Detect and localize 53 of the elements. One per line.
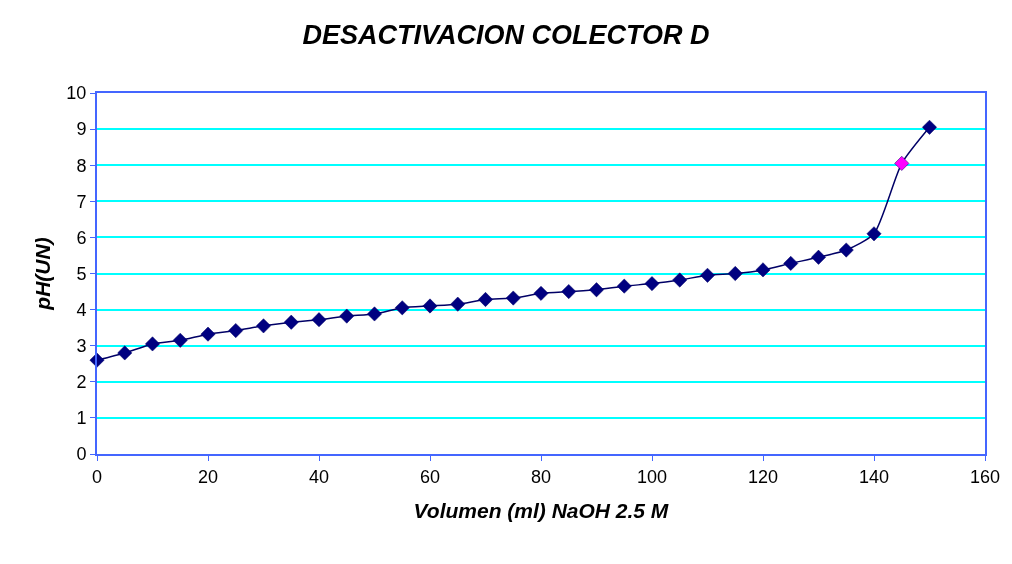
point: [311, 312, 327, 328]
point: [283, 314, 299, 330]
point: [394, 300, 410, 316]
x-tick-label: 80: [530, 466, 552, 487]
x-tick-label: 140: [858, 466, 890, 487]
point: [339, 308, 355, 324]
point: [228, 323, 244, 338]
point: [200, 326, 216, 342]
point: [672, 272, 688, 288]
point: [478, 292, 493, 307]
y-tick-label: 1: [76, 408, 87, 429]
point: [533, 285, 549, 301]
point: [838, 242, 854, 258]
y-axis-title: pH(UN): [31, 237, 55, 311]
x-tick-label: 120: [747, 466, 779, 487]
point: [894, 155, 910, 171]
y-tick-label: 8: [76, 155, 87, 176]
y-tick-label: 10: [66, 83, 87, 104]
chart-title: DESACTIVACION COLECTOR D: [302, 20, 710, 51]
y-tick-label: 3: [76, 336, 87, 356]
x-tick-label: 100: [636, 466, 668, 487]
x-tick-label: 20: [197, 466, 219, 487]
point: [755, 262, 771, 278]
y-tick-label: 5: [76, 263, 87, 284]
point: [367, 306, 382, 322]
y-tick-label: 0: [76, 444, 87, 465]
point: [616, 278, 632, 294]
y-tick-label: 7: [76, 191, 87, 212]
point: [172, 332, 188, 348]
point: [589, 282, 604, 298]
y-tick-label: 6: [76, 227, 87, 248]
x-tick-label: 60: [419, 466, 441, 487]
point: [783, 255, 799, 271]
point: [505, 290, 521, 306]
y-tick-label: 9: [76, 119, 87, 140]
point: [644, 276, 660, 292]
point: [922, 119, 937, 135]
point: [422, 298, 438, 314]
point: [811, 249, 826, 265]
y-tick-label: 2: [76, 372, 87, 393]
point: [700, 267, 715, 283]
x-tick-label: 40: [308, 466, 330, 487]
point: [727, 266, 743, 281]
y-tick-label: 4: [76, 299, 87, 320]
x-tick-label: 160: [969, 466, 1001, 487]
x-tick-label: 0: [91, 466, 103, 487]
point: [561, 284, 577, 299]
x-axis-title: Volumen (ml) NaOH 2.5 M: [413, 499, 669, 523]
point: [256, 318, 271, 334]
point: [117, 345, 133, 361]
point: [450, 296, 466, 312]
point: [145, 336, 160, 352]
point: [866, 226, 882, 242]
